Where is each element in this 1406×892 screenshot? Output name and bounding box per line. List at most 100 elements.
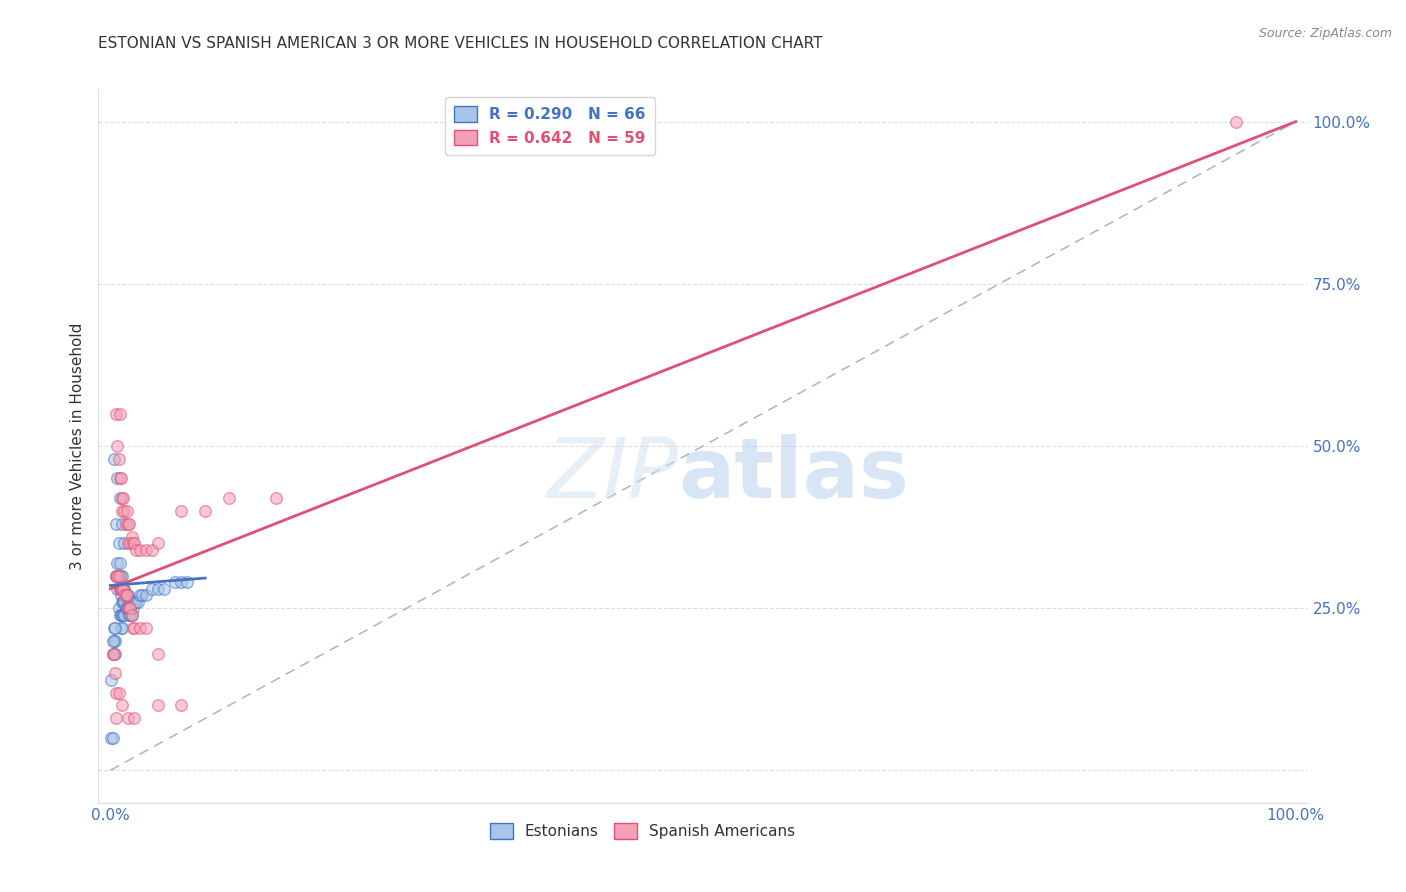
Point: [111, 595, 134, 609]
Point: [111, 504, 134, 518]
Point: [114, 536, 136, 550]
Point: [114, 516, 136, 531]
Point: [114, 607, 136, 622]
Point: [111, 516, 134, 531]
Point: [101, 731, 124, 745]
Point: [125, 542, 148, 557]
Point: [112, 582, 135, 596]
Point: [121, 601, 143, 615]
Point: [141, 582, 163, 596]
Point: [114, 588, 136, 602]
Point: [121, 607, 143, 622]
Point: [121, 536, 143, 550]
Point: [111, 607, 134, 622]
Point: [105, 568, 128, 582]
Point: [118, 607, 141, 622]
Point: [120, 595, 142, 609]
Point: [107, 568, 129, 582]
Point: [110, 582, 132, 596]
Point: [135, 542, 157, 557]
Point: [118, 595, 141, 609]
Point: [117, 601, 139, 615]
Point: [120, 536, 142, 550]
Point: [112, 491, 135, 505]
Point: [124, 595, 146, 609]
Point: [146, 582, 169, 596]
Point: [105, 556, 128, 570]
Point: [112, 582, 135, 596]
Point: [108, 407, 131, 421]
Point: [105, 568, 128, 582]
Point: [110, 588, 132, 602]
Point: [103, 647, 125, 661]
Point: [125, 595, 148, 609]
Point: [111, 491, 134, 505]
Point: [115, 504, 138, 518]
Point: [107, 568, 129, 582]
Point: [176, 575, 198, 590]
Point: [114, 588, 136, 602]
Point: [101, 633, 124, 648]
Text: Source: ZipAtlas.com: Source: ZipAtlas.com: [1258, 27, 1392, 40]
Point: [122, 711, 145, 725]
Point: [170, 698, 193, 713]
Point: [111, 582, 134, 596]
Point: [117, 711, 139, 725]
Point: [114, 504, 136, 518]
Point: [117, 588, 139, 602]
Point: [135, 621, 157, 635]
Point: [105, 439, 128, 453]
Point: [146, 536, 169, 550]
Point: [264, 491, 287, 505]
Point: [114, 588, 136, 602]
Point: [100, 731, 122, 745]
Point: [112, 595, 135, 609]
Point: [122, 621, 145, 635]
Point: [108, 582, 131, 596]
Point: [105, 471, 128, 485]
Point: [114, 601, 136, 615]
Point: [218, 491, 240, 505]
Point: [121, 530, 143, 544]
Point: [117, 536, 139, 550]
Point: [107, 452, 129, 467]
Point: [121, 595, 143, 609]
Text: ZIP: ZIP: [547, 434, 679, 515]
Point: [117, 516, 139, 531]
Point: [105, 568, 128, 582]
Point: [152, 582, 174, 596]
Point: [146, 698, 169, 713]
Point: [108, 556, 131, 570]
Point: [107, 536, 129, 550]
Point: [194, 504, 217, 518]
Point: [107, 601, 129, 615]
Point: [111, 698, 134, 713]
Point: [101, 647, 124, 661]
Point: [110, 471, 132, 485]
Point: [103, 633, 125, 648]
Point: [131, 588, 153, 602]
Point: [105, 685, 128, 699]
Point: [127, 595, 149, 609]
Text: ESTONIAN VS SPANISH AMERICAN 3 OR MORE VEHICLES IN HOUSEHOLD CORRELATION CHART: ESTONIAN VS SPANISH AMERICAN 3 OR MORE V…: [98, 36, 823, 51]
Point: [141, 542, 163, 557]
Point: [104, 621, 127, 635]
Point: [129, 588, 152, 602]
Point: [105, 516, 128, 531]
Point: [103, 621, 125, 635]
Point: [105, 711, 128, 725]
Point: [122, 595, 145, 609]
Point: [108, 582, 131, 596]
Point: [103, 452, 125, 467]
Point: [121, 621, 143, 635]
Point: [115, 588, 138, 602]
Point: [122, 536, 145, 550]
Point: [101, 647, 124, 661]
Point: [115, 588, 138, 602]
Point: [120, 607, 142, 622]
Point: [118, 516, 141, 531]
Point: [108, 607, 131, 622]
Point: [170, 504, 193, 518]
Point: [110, 621, 132, 635]
Point: [110, 607, 132, 622]
